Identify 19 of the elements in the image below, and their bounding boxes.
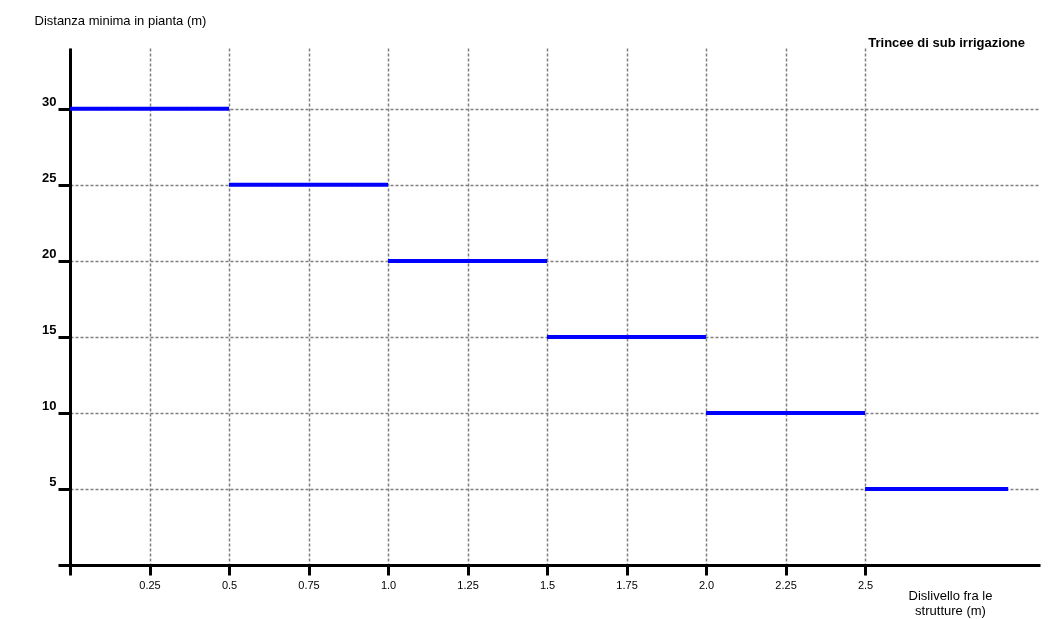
x-axis-title: Dislivello fra le strutture (m) [908, 587, 993, 618]
x-tick-label: 2.0 [698, 578, 715, 591]
y-tick-label: 25 [42, 170, 57, 186]
x-tick-label: 2.25 [775, 578, 797, 591]
y-tick-label: 30 [42, 94, 57, 110]
y-tick-label: 5 [49, 474, 57, 490]
y-axis-title: Distanza minima in pianta (m) [34, 12, 207, 28]
x-tick-label: 1.25 [457, 578, 479, 591]
x-tick-label: 2.5 [857, 578, 874, 591]
x-tick-label: 1.75 [616, 578, 638, 591]
y-tick-label: 10 [42, 398, 57, 414]
x-tick-label: 0.75 [298, 578, 320, 591]
x-tick-label: 0.5 [221, 578, 238, 591]
x-tick-label: 1.0 [380, 578, 397, 591]
y-tick-label: 20 [42, 246, 57, 262]
x-tick-label: 0.25 [139, 578, 161, 591]
x-tick-label: 1.5 [539, 578, 556, 591]
y-tick-label: 15 [42, 322, 57, 338]
chart-title: Trincee di sub irrigazione [868, 35, 1025, 50]
